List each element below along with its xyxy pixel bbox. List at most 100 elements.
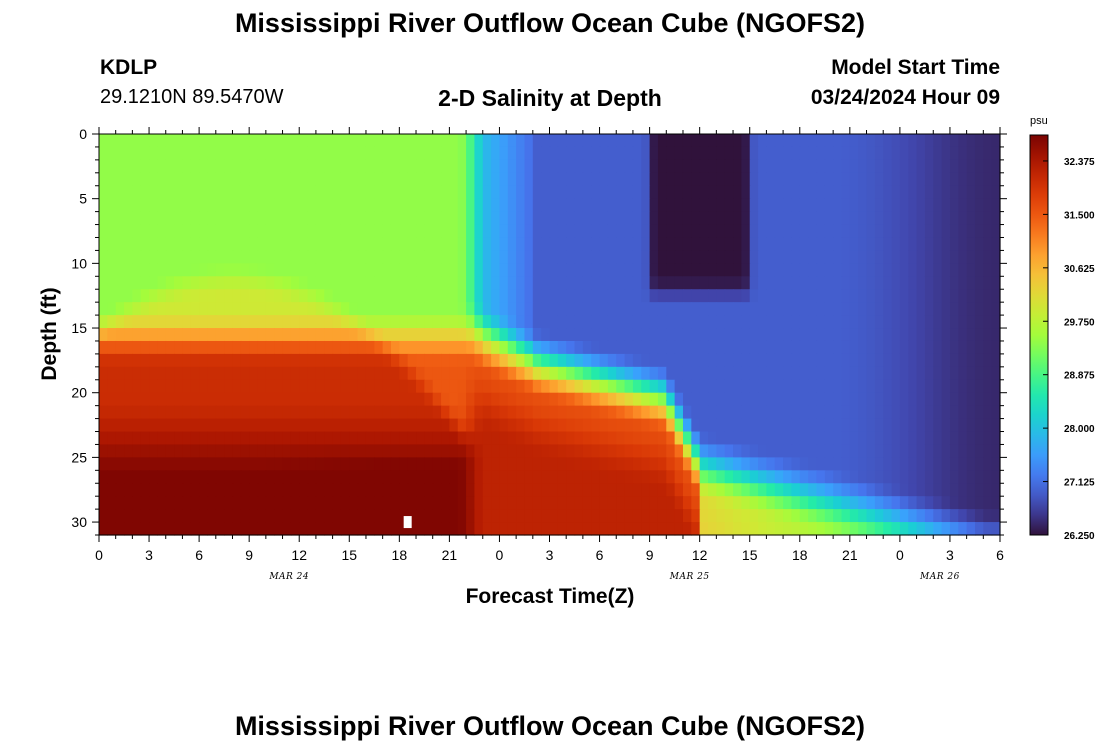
heatmap-cell <box>307 263 317 277</box>
heatmap-cell <box>933 146 943 161</box>
heatmap-cell <box>766 198 776 213</box>
heatmap-cell <box>149 146 158 161</box>
heatmap-cell <box>758 431 767 446</box>
heatmap-cell <box>140 340 150 355</box>
heatmap-cell <box>632 353 642 368</box>
heatmap-cell <box>399 418 409 433</box>
heatmap-cell <box>215 496 225 510</box>
heatmap-cell <box>791 237 801 252</box>
heatmap-cell <box>766 405 776 420</box>
heatmap-cell <box>257 483 267 497</box>
heatmap-cell <box>966 379 976 394</box>
heatmap-cell <box>599 470 609 484</box>
heatmap-cell <box>866 392 876 407</box>
heatmap-cell <box>566 353 576 368</box>
heatmap-cell <box>666 134 676 148</box>
heatmap-cell <box>833 211 843 226</box>
heatmap-cell <box>349 250 359 264</box>
heatmap-cell <box>649 392 659 407</box>
heatmap-cell <box>958 340 968 355</box>
heatmap-cell <box>607 211 617 226</box>
heatmap-cell <box>916 457 926 471</box>
heatmap-cell <box>908 172 918 187</box>
heatmap-cell <box>799 457 809 471</box>
heatmap-cell <box>265 250 275 264</box>
heatmap-cell <box>340 444 350 458</box>
heatmap-cell <box>766 483 776 497</box>
heatmap-cell <box>232 289 242 303</box>
heatmap-cell <box>174 250 184 264</box>
heatmap-cell <box>808 224 818 239</box>
heatmap-cell <box>783 483 793 497</box>
heatmap-cell <box>607 328 617 342</box>
heatmap-cell <box>374 185 384 200</box>
heatmap-cell <box>532 315 542 329</box>
heatmap-cell <box>124 457 133 471</box>
heatmap-cell <box>649 509 659 523</box>
heatmap-cell <box>883 353 893 368</box>
heatmap-cell <box>457 405 467 420</box>
heatmap-cell <box>307 328 317 342</box>
heatmap-cell <box>824 457 834 471</box>
heatmap-cell <box>140 353 150 368</box>
heatmap-cell <box>115 146 125 161</box>
heatmap-cell <box>390 276 400 290</box>
heatmap-cell <box>816 172 826 187</box>
heatmap-cell <box>699 496 709 510</box>
heatmap-cell <box>115 431 125 446</box>
heatmap-cell <box>349 302 359 316</box>
heatmap-cell <box>107 224 117 239</box>
heatmap-cell <box>908 159 918 174</box>
heatmap-cell <box>591 405 601 420</box>
heatmap-cell <box>916 328 926 342</box>
heatmap-cell <box>424 470 434 484</box>
heatmap-cell <box>691 315 701 329</box>
heatmap-cell <box>657 509 667 523</box>
heatmap-cell <box>858 172 868 187</box>
heatmap-cell <box>190 392 200 407</box>
heatmap-cell <box>824 340 834 355</box>
heatmap-cell <box>416 366 425 381</box>
heatmap-cell <box>866 470 876 484</box>
heatmap-cell <box>149 392 158 407</box>
heatmap-cell <box>899 276 909 290</box>
heatmap-cell <box>199 392 209 407</box>
heatmap-cell <box>149 250 158 264</box>
heatmap-cell <box>591 353 601 368</box>
heatmap-cell <box>599 276 609 290</box>
heatmap-cell <box>99 237 108 252</box>
heatmap-cell <box>157 328 167 342</box>
heatmap-cell <box>365 198 375 213</box>
heatmap-cell <box>165 496 175 510</box>
heatmap-cell <box>649 172 659 187</box>
heatmap-cell <box>532 483 542 497</box>
heatmap-cell <box>632 496 642 510</box>
heatmap-cell <box>674 444 684 458</box>
heatmap-cell <box>424 134 434 148</box>
heatmap-cell <box>157 185 167 200</box>
x-tick-label: 0 <box>95 547 103 563</box>
heatmap-cell <box>682 315 692 329</box>
heatmap-cell <box>282 289 292 303</box>
heatmap-cell <box>240 211 250 226</box>
heatmap-cell <box>149 237 158 252</box>
heatmap-cell <box>566 405 576 420</box>
heatmap-cell <box>224 198 234 213</box>
heatmap-cell <box>99 392 108 407</box>
heatmap-cell <box>808 496 818 510</box>
heatmap-cell <box>457 340 467 355</box>
heatmap-cell <box>649 185 659 200</box>
heatmap-cell <box>908 379 918 394</box>
heatmap-cell <box>224 509 234 523</box>
heatmap-cell <box>783 237 793 252</box>
heatmap-cell <box>549 172 559 187</box>
heatmap-cell <box>499 146 509 161</box>
heatmap-cell <box>149 444 158 458</box>
heatmap-cell <box>115 224 125 239</box>
heatmap-cell <box>115 328 125 342</box>
heatmap-cell <box>132 470 142 484</box>
heatmap-cell <box>474 146 484 161</box>
heatmap-cell <box>574 366 584 381</box>
heatmap-cell <box>841 405 851 420</box>
heatmap-cell <box>190 289 200 303</box>
